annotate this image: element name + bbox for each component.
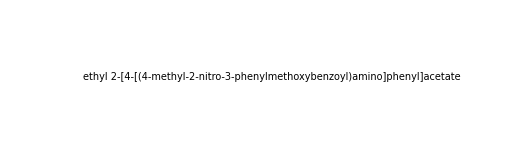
Text: ethyl 2-[4-[(4-methyl-2-nitro-3-phenylmethoxybenzoyl)amino]phenyl]acetate: ethyl 2-[4-[(4-methyl-2-nitro-3-phenylme… [83, 72, 461, 82]
